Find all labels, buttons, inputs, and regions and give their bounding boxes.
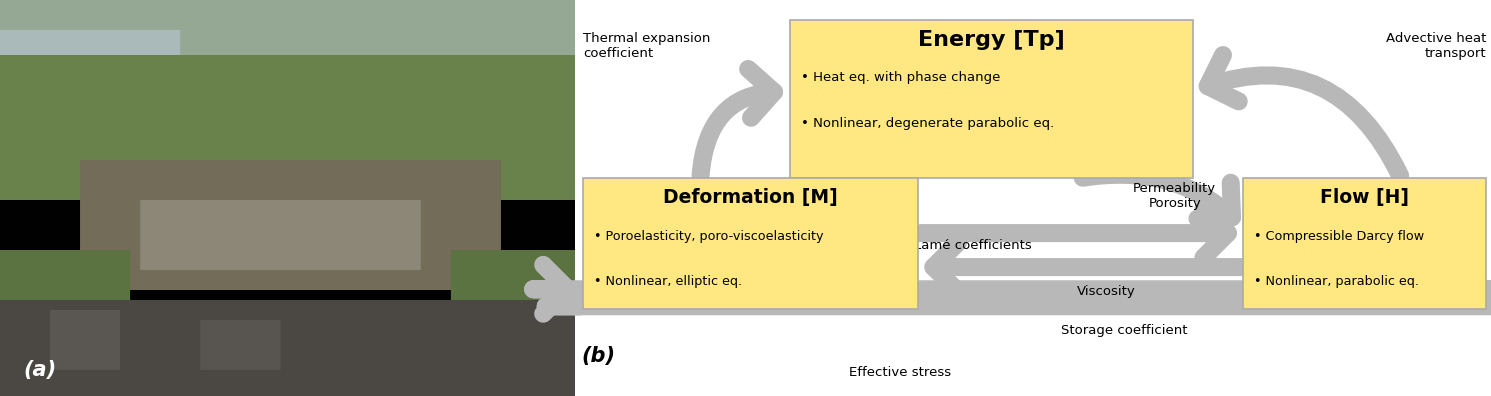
FancyArrowPatch shape bbox=[546, 282, 1491, 331]
FancyArrowPatch shape bbox=[701, 69, 774, 175]
FancyArrowPatch shape bbox=[1208, 55, 1400, 176]
Text: Advective heat
transport: Advective heat transport bbox=[1387, 32, 1487, 59]
Text: (a): (a) bbox=[22, 360, 57, 380]
Text: Storage coefficient: Storage coefficient bbox=[1062, 324, 1187, 337]
FancyArrowPatch shape bbox=[920, 209, 1229, 257]
Text: Deformation [M]: Deformation [M] bbox=[663, 188, 838, 207]
Text: • Compressible Darcy flow: • Compressible Darcy flow bbox=[1254, 230, 1424, 243]
FancyArrowPatch shape bbox=[933, 243, 1241, 291]
Text: Thermal stress: Thermal stress bbox=[786, 190, 884, 202]
Text: Thermal expansion
coefficient: Thermal expansion coefficient bbox=[583, 32, 711, 59]
FancyArrowPatch shape bbox=[534, 265, 1491, 314]
FancyBboxPatch shape bbox=[1243, 178, 1487, 309]
Text: Flow [H]: Flow [H] bbox=[1321, 188, 1409, 207]
Text: • Poroelasticity, poro-viscoelasticity: • Poroelasticity, poro-viscoelasticity bbox=[595, 230, 823, 243]
Text: • Nonlinear, elliptic eq.: • Nonlinear, elliptic eq. bbox=[595, 275, 743, 288]
FancyBboxPatch shape bbox=[790, 20, 1193, 178]
Text: Effective stress: Effective stress bbox=[848, 366, 951, 379]
Text: • Heat eq. with phase change: • Heat eq. with phase change bbox=[801, 71, 1000, 84]
FancyArrowPatch shape bbox=[1082, 175, 1232, 219]
Text: Permeability
Porosity: Permeability Porosity bbox=[1133, 182, 1217, 210]
FancyArrowPatch shape bbox=[871, 181, 904, 232]
FancyBboxPatch shape bbox=[583, 178, 918, 309]
Text: Lamé coefficients: Lamé coefficients bbox=[914, 239, 1032, 252]
Text: Energy [Tp]: Energy [Tp] bbox=[918, 30, 1065, 50]
Text: Viscosity: Viscosity bbox=[1077, 285, 1135, 297]
Text: • Nonlinear, parabolic eq.: • Nonlinear, parabolic eq. bbox=[1254, 275, 1419, 288]
Text: • Nonlinear, degenerate parabolic eq.: • Nonlinear, degenerate parabolic eq. bbox=[801, 117, 1054, 130]
Text: (b): (b) bbox=[581, 346, 616, 366]
